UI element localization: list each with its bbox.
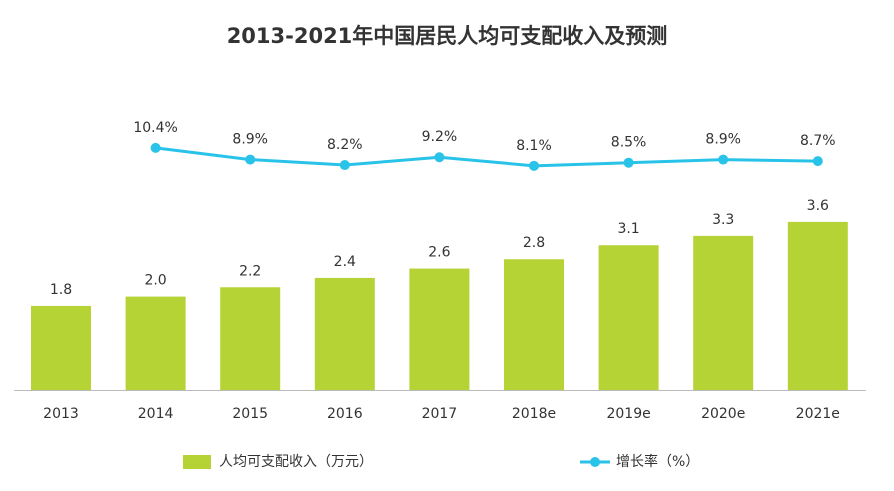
line-point [718, 154, 729, 165]
line-point [339, 160, 350, 171]
x-tick-label: 2020e [701, 406, 745, 422]
line-point [812, 156, 823, 167]
bar [598, 245, 659, 390]
line-value-label: 10.4% [133, 120, 177, 136]
legend-label: 增长率（%） [616, 453, 699, 470]
line-value-label: 8.7% [800, 133, 836, 149]
line-value-label: 8.1% [516, 138, 552, 154]
line-point [434, 152, 445, 163]
line-value-label: 8.9% [705, 132, 741, 148]
legend-label: 人均可支配收入（万元） [219, 454, 373, 470]
x-tick-label: 2016 [327, 406, 363, 422]
x-tick-label: 2013 [43, 406, 79, 422]
line-value-label: 8.9% [232, 132, 268, 148]
line-value-label: 8.5% [611, 135, 647, 151]
line [155, 146, 818, 168]
chart-title: 2013-2021年中国居民人均可支配收入及预测 [227, 24, 668, 48]
bar-value-label: 2.2 [239, 263, 261, 279]
bar-value-label: 2.0 [144, 273, 166, 289]
x-tick-label: 2017 [422, 406, 458, 422]
bar-value-label: 1.8 [50, 282, 72, 298]
x-tick-label: 2014 [138, 406, 174, 422]
bar [125, 296, 186, 390]
bar [693, 235, 754, 390]
bar [220, 287, 281, 390]
bar [409, 268, 470, 390]
bar-value-label: 2.4 [334, 254, 356, 270]
x-tick-label: 2018e [512, 406, 556, 422]
x-tick-label: 2015 [232, 406, 268, 422]
legend-swatch [590, 457, 600, 467]
bar-value-label: 2.8 [523, 235, 545, 251]
bar [314, 277, 375, 390]
line-point [529, 160, 539, 171]
x-tick-label: 2021e [796, 406, 840, 422]
line-value-label: 8.2% [327, 137, 363, 153]
bar-value-label: 3.6 [807, 198, 829, 214]
x-tick-label: 2019e [606, 406, 650, 422]
bar [31, 305, 91, 390]
bar-value-label: 3.1 [617, 221, 639, 237]
line-point [150, 142, 161, 153]
line-value-label: 9.2% [422, 129, 458, 145]
bar-value-label: 2.6 [428, 245, 450, 261]
legend-swatch [183, 455, 211, 469]
bar [504, 259, 564, 390]
bar-value-label: 3.3 [712, 212, 734, 228]
line-point [623, 157, 634, 168]
bar [787, 221, 848, 390]
line-point [245, 154, 256, 165]
